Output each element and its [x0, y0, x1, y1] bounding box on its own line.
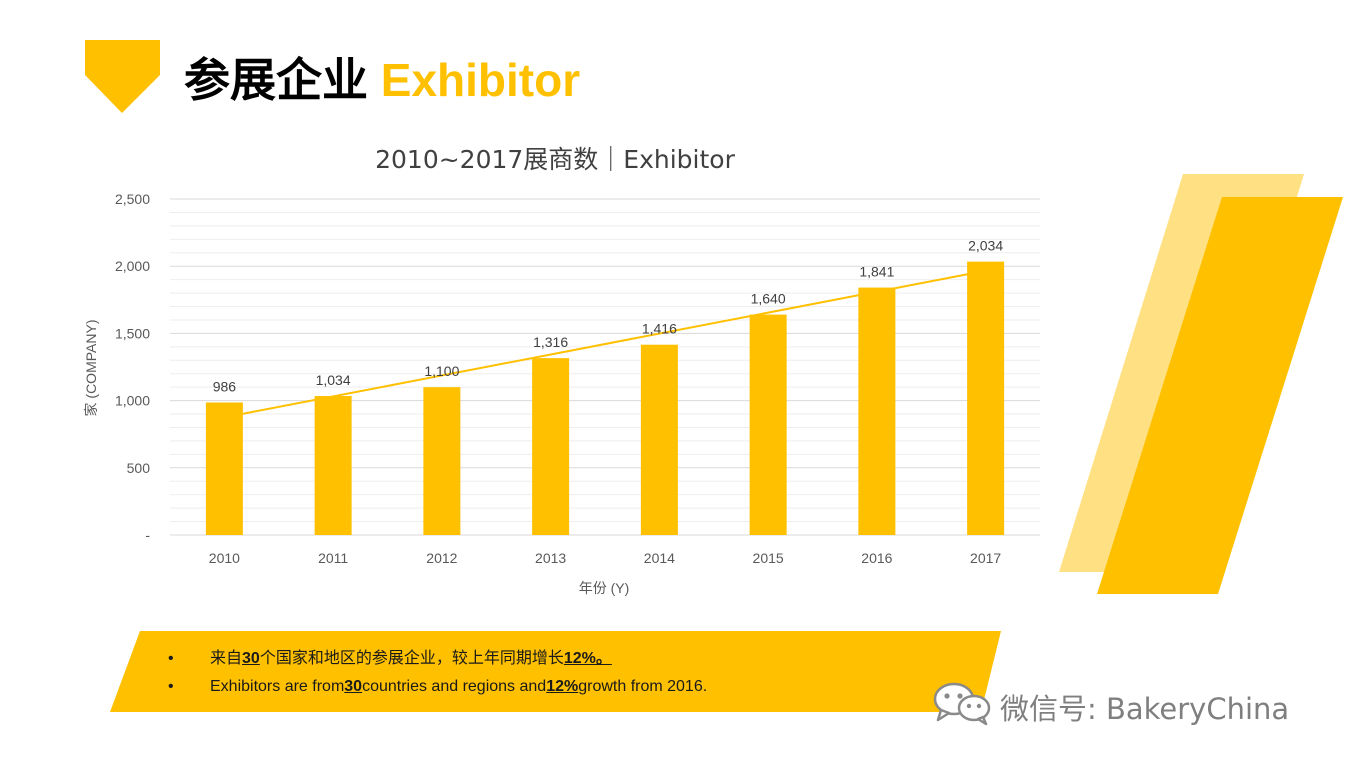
chart-trendline: [224, 269, 986, 419]
bar-2013: [532, 358, 570, 535]
bar-2010: [205, 402, 243, 535]
chart-gridlines: [170, 198, 1040, 536]
bar-2014: [640, 344, 678, 535]
bullet: •: [168, 650, 174, 667]
x-tick-label-2017: 2017: [970, 550, 1001, 566]
wechat-watermark: 微信号: BakeryChina: [930, 680, 1289, 733]
x-axis-ticks: 2010 2011 2012 2013 2014 2015 2016 2017: [209, 550, 1002, 566]
bar-2011: [314, 396, 352, 535]
y-axis-ticks: - 500 1,000 1,500 2,000 2,500: [115, 191, 150, 543]
page-title: 参展企业 Exhibitor: [184, 52, 580, 108]
x-tick-label-2010: 2010: [209, 550, 240, 566]
bullet: •: [168, 678, 174, 695]
data-label-2014: 1,416: [642, 321, 677, 337]
x-tick-label-2011: 2011: [318, 550, 348, 566]
y-axis-label: 家 (COMPANY): [83, 320, 99, 417]
chart-bars: [205, 261, 1005, 535]
right-parallelogram: [1097, 197, 1343, 594]
wechat-id-text: 微信号: BakeryChina: [1000, 691, 1290, 726]
linear-trendline: [224, 269, 986, 419]
header-chevron-shape: [85, 40, 160, 113]
data-label-2015: 1,640: [751, 291, 786, 307]
banner-line-cn-pct: 12%。: [563, 650, 612, 667]
banner-line-en-post: growth from 2016.: [578, 678, 708, 695]
x-axis-label: 年份 (Y): [579, 580, 630, 596]
x-tick-label-2014: 2014: [644, 550, 675, 566]
banner-line-cn-pre: 来自: [210, 650, 243, 667]
chart-title: 2010~2017展商数｜Exhibitor: [375, 145, 735, 174]
x-tick-label-2013: 2013: [535, 550, 566, 566]
banner-line-cn-num: 30: [242, 650, 260, 667]
bar-2016: [858, 287, 896, 535]
data-label-2013: 1,316: [533, 334, 568, 350]
page-title-en: Exhibitor: [380, 54, 581, 106]
data-label-2017: 2,034: [968, 238, 1003, 254]
data-label-2012: 1,100: [424, 363, 459, 379]
banner-line-en: • Exhibitors are from 30 countries and r…: [168, 673, 707, 701]
banner-line-cn: • 来自 30 个国家和地区的参展企业，较上年同期增长 12%。: [168, 645, 707, 673]
data-label-2016: 1,841: [859, 264, 894, 280]
banner-line-en-mid: countries and regions and: [362, 678, 547, 695]
banner-line-en-pct: 12%: [546, 678, 579, 695]
y-tick-label: 2,000: [115, 258, 150, 274]
bar-2012: [423, 387, 461, 535]
x-tick-label-2016: 2016: [861, 550, 892, 566]
y-tick-label: 1,500: [115, 325, 150, 341]
data-label-2010: 986: [213, 378, 237, 394]
banner-line-cn-mid: 个国家和地区的参展企业，较上年同期增长: [259, 650, 564, 667]
bar-2017: [967, 261, 1005, 535]
y-tick-label: 1,000: [115, 393, 150, 409]
x-tick-label-2015: 2015: [753, 550, 784, 566]
banner-line-en-pre: Exhibitors are from: [210, 678, 345, 695]
banner-line-en-num: 30: [344, 678, 363, 695]
bar-2015: [749, 314, 787, 535]
y-tick-label: 500: [127, 460, 151, 476]
data-label-2011: 1,034: [316, 372, 351, 388]
page-title-cn: 参展企业: [184, 53, 368, 107]
y-tick-label: -: [145, 527, 150, 543]
x-tick-label-2012: 2012: [426, 550, 457, 566]
wechat-icon: [930, 680, 994, 733]
banner-text: • 来自 30 个国家和地区的参展企业，较上年同期增长 12%。 • Exhibito…: [168, 645, 707, 701]
banner-shape: [110, 631, 1001, 712]
chart-data-labels: 986 1,034 1,100 1,316 1,416 1,640 1,841 2,034: [213, 238, 1004, 395]
y-tick-label: 2,500: [115, 191, 150, 207]
